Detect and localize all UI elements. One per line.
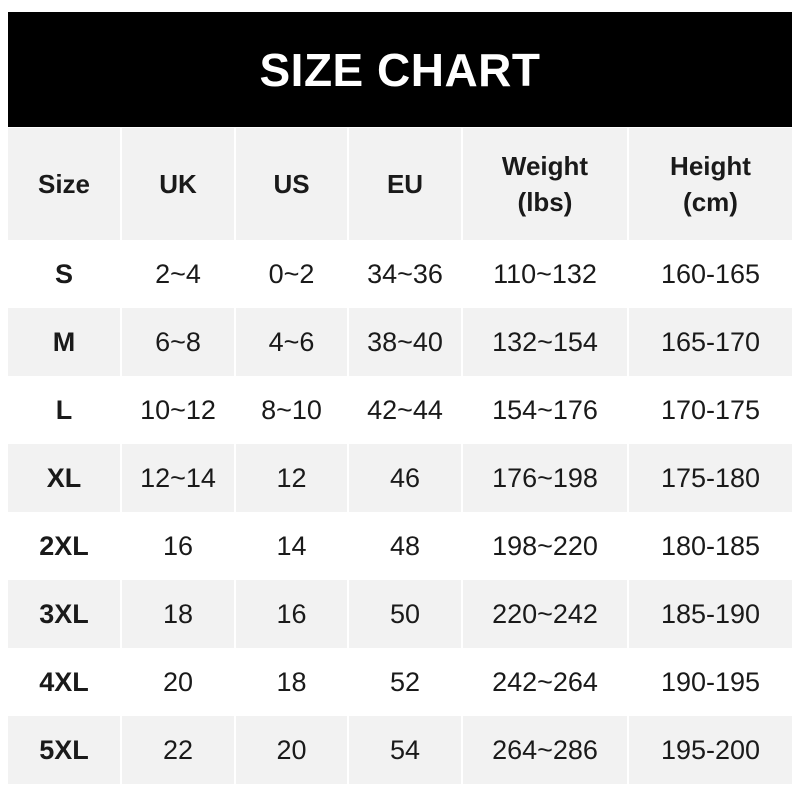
cell-height: 165-170 <box>628 308 792 376</box>
cell-size: S <box>8 240 122 308</box>
cell-size: 4XL <box>8 648 122 716</box>
table-row: 3XL 18 16 50 220~242 185-190 <box>8 580 792 648</box>
cell-weight: 176~198 <box>462 444 629 512</box>
cell-us: 4~6 <box>235 308 349 376</box>
cell-weight: 242~264 <box>462 648 629 716</box>
page-title: SIZE CHART <box>8 12 792 127</box>
cell-height: 170-175 <box>660 394 761 425</box>
cell-height: 160-165 <box>660 258 761 289</box>
cell-us: 8~10 <box>235 376 349 444</box>
cell-eu: 42~44 <box>348 376 463 444</box>
cell-eu: 38~40 <box>348 308 463 376</box>
cell-height: 195-200 <box>628 716 792 784</box>
column-header-eu: EU <box>348 128 463 240</box>
cell-weight: 154~176 <box>462 376 629 444</box>
cell-eu: 52 <box>348 648 463 716</box>
cell-uk: 22 <box>121 716 236 784</box>
column-header-height: Height (cm) <box>628 128 792 240</box>
cell-uk: 6~8 <box>121 308 236 376</box>
column-header-us: US <box>235 128 349 240</box>
cell-uk: 16 <box>121 512 236 580</box>
cell-size: L <box>8 376 122 444</box>
cell-us: 20 <box>235 716 349 784</box>
cell-us: 18 <box>235 648 349 716</box>
header-text: US <box>273 168 310 199</box>
cell-weight: 264~286 <box>462 716 629 784</box>
cell-uk: 20 <box>121 648 236 716</box>
cell-us: 12 <box>235 444 349 512</box>
cell-eu: 34~36 <box>348 240 463 308</box>
table-row: 4XL 20 18 52 242~264 190-195 <box>8 648 792 716</box>
header-text: EU <box>386 168 424 199</box>
cell-size: XL <box>8 444 122 512</box>
header-text: UK <box>159 168 197 199</box>
table-row: L 10~12 8~10 42~44 154~176 170-175 <box>8 376 792 444</box>
column-header-weight: Weight (lbs) <box>462 128 629 240</box>
cell-weight: 198~220 <box>462 512 629 580</box>
cell-uk: 10~12 <box>121 376 236 444</box>
table-row: M 6~8 4~6 38~40 132~154 165-170 <box>8 308 792 376</box>
table-row: S 2~4 0~2 34~36 110~132 160-165 <box>8 240 792 308</box>
table-row: 2XL 16 14 48 198~220 180-185 <box>8 512 792 580</box>
cell-eu: 50 <box>348 580 463 648</box>
cell-uk: 2~4 <box>121 240 236 308</box>
cell-height: 185-190 <box>628 580 792 648</box>
cell-weight: 110~132 <box>462 240 629 308</box>
cell-us: 0~2 <box>235 240 349 308</box>
cell-eu: 48 <box>348 512 463 580</box>
cell-us: 14 <box>235 512 349 580</box>
header-text: (lbs) <box>517 187 573 217</box>
cell-weight: 220~242 <box>462 580 629 648</box>
cell-eu: 54 <box>348 716 463 784</box>
cell-us: 16 <box>235 580 349 648</box>
cell-size: 2XL <box>8 512 122 580</box>
cell-weight: 132~154 <box>462 308 629 376</box>
cell-size: 3XL <box>8 580 122 648</box>
column-header-uk: UK <box>121 128 236 240</box>
column-header-size: Size <box>8 128 122 240</box>
header-text: Height <box>670 150 751 181</box>
table-row: XL 12~14 12 46 176~198 175-180 <box>8 444 792 512</box>
header-text: (cm) <box>683 187 738 217</box>
cell-height: 190-195 <box>660 666 761 697</box>
cell-height: 180-185 <box>660 530 761 561</box>
header-row: Size UK US EU Weight (lbs) Height (cm) <box>8 128 792 240</box>
cell-height: 175-180 <box>628 444 792 512</box>
cell-uk: 18 <box>121 580 236 648</box>
cell-eu: 46 <box>348 444 463 512</box>
cell-uk: 12~14 <box>121 444 236 512</box>
cell-size: M <box>8 308 122 376</box>
header-text: Weight <box>501 150 589 181</box>
cell-size: 5XL <box>8 716 122 784</box>
size-table: Size UK US EU Weight (lbs) Height (cm) S 2~4 0~2 3… <box>8 128 792 784</box>
table-row: 5XL 22 20 54 264~286 195-200 <box>8 716 792 784</box>
header-text: Size <box>37 168 91 199</box>
